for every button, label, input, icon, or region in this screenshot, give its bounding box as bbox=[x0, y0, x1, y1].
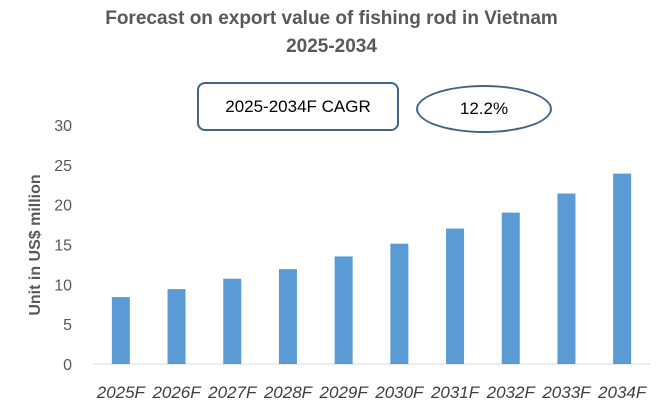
x-tick-label: 2028F bbox=[263, 383, 314, 402]
y-tick-label: 30 bbox=[54, 118, 72, 135]
y-tick-label: 10 bbox=[54, 277, 72, 294]
bar-2033F bbox=[557, 193, 576, 364]
x-tick-label: 2031F bbox=[430, 383, 481, 402]
bar-2030F bbox=[390, 243, 409, 364]
chart-title-line1: Forecast on export value of fishing rod … bbox=[105, 8, 558, 29]
chart-title-line2: 2025-2034 bbox=[286, 36, 377, 57]
bar-2026F bbox=[167, 289, 186, 364]
cagr-value-ellipse: 12.2% bbox=[416, 85, 552, 133]
bar-2032F bbox=[501, 212, 520, 364]
bar-2031F bbox=[446, 228, 465, 364]
y-tick-label: 25 bbox=[54, 158, 72, 175]
bar-2034F bbox=[613, 173, 632, 364]
x-tick-label: 2027F bbox=[207, 383, 258, 402]
bar-2029F bbox=[334, 256, 353, 364]
y-tick-label: 0 bbox=[63, 357, 72, 374]
x-tick-label: 2032F bbox=[486, 383, 537, 402]
x-tick-label: 2025F bbox=[96, 383, 147, 402]
bar-2025F bbox=[111, 297, 130, 364]
y-axis-label: Unit in US$ million bbox=[27, 174, 44, 315]
bar-2027F bbox=[223, 278, 242, 364]
cagr-label-box: 2025-2034F CAGR bbox=[197, 82, 399, 131]
bar-2028F bbox=[278, 269, 297, 364]
x-tick-label: 2030F bbox=[374, 383, 425, 402]
x-tick-label: 2033F bbox=[541, 383, 592, 402]
x-tick-label: 2026F bbox=[151, 383, 202, 402]
y-tick-label: 15 bbox=[54, 238, 72, 255]
y-tick-label: 20 bbox=[54, 198, 72, 215]
x-tick-label: 2034F bbox=[597, 383, 648, 402]
y-tick-label: 5 bbox=[63, 317, 72, 334]
x-tick-label: 2029F bbox=[319, 383, 370, 402]
